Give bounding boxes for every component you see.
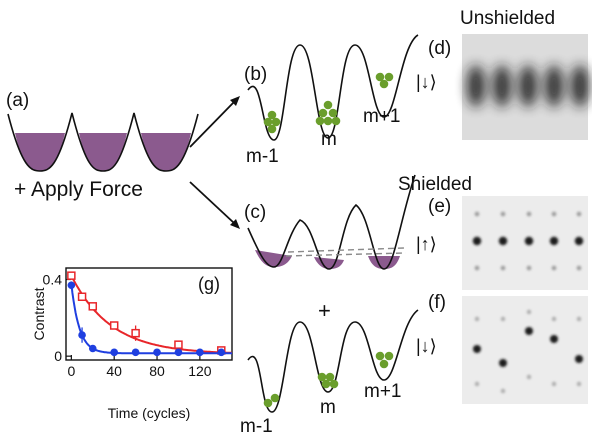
data-point bbox=[174, 348, 183, 357]
panel-f-potential bbox=[247, 309, 419, 413]
label-a: (a) bbox=[6, 90, 29, 111]
data-point bbox=[88, 344, 97, 353]
label-g: (g) bbox=[198, 274, 220, 294]
panel-a-potential bbox=[7, 112, 199, 172]
x-tick-label: 120 bbox=[188, 363, 212, 379]
data-point bbox=[131, 328, 140, 338]
image-panel-f bbox=[462, 296, 588, 404]
label-c: (c) bbox=[244, 202, 266, 223]
panel-a-fill bbox=[15, 133, 191, 171]
site-label-b-m: m bbox=[321, 129, 337, 150]
data-point bbox=[110, 348, 118, 357]
state-up-e: |↑⟩ bbox=[416, 234, 437, 254]
data-point bbox=[174, 340, 183, 349]
x-tick-label: 80 bbox=[149, 363, 165, 379]
label-b: (b) bbox=[244, 64, 267, 85]
data-point bbox=[77, 292, 87, 301]
site-label-b-m+1: m+1 bbox=[363, 106, 401, 127]
panel-c-fill bbox=[255, 250, 400, 269]
image-panel-e bbox=[462, 196, 588, 290]
panel-c-lattice bbox=[247, 174, 416, 270]
contrast-chart: (g) Contrast Time (cycles) 0 40 80 120 0 0.4 bbox=[31, 267, 233, 421]
level-line-upper bbox=[287, 247, 405, 253]
y-tick-label: 0.4 bbox=[43, 272, 63, 288]
data-point bbox=[88, 302, 98, 311]
fit-curve bbox=[70, 284, 232, 355]
data-point bbox=[78, 331, 86, 339]
panel-b-atoms bbox=[263, 72, 394, 134]
data-point bbox=[67, 281, 76, 290]
label-d: (d) bbox=[428, 38, 451, 59]
label-e: (e) bbox=[428, 196, 451, 217]
chart-ticks: 0 40 80 120 0 0.4 bbox=[43, 272, 212, 380]
state-down-f: |↓⟩ bbox=[416, 336, 437, 356]
chart-series bbox=[67, 271, 233, 357]
x-tick-label: 0 bbox=[67, 363, 75, 379]
apply-force-text: + Apply Force bbox=[14, 178, 143, 201]
chart-ylabel: Contrast bbox=[31, 287, 47, 340]
site-label-f-m-1: m-1 bbox=[240, 416, 273, 437]
label-f: (f) bbox=[428, 292, 446, 313]
site-label-b-m-1: m-1 bbox=[246, 146, 279, 167]
arrow-up bbox=[189, 96, 240, 148]
site-label-f-m+1: m+1 bbox=[364, 381, 402, 402]
state-down-d: |↓⟩ bbox=[416, 72, 437, 92]
data-point bbox=[67, 271, 76, 280]
shielded-title: Shielded bbox=[398, 174, 472, 195]
y-tick-label: 0 bbox=[54, 348, 62, 364]
unshielded-title: Unshielded bbox=[460, 8, 555, 29]
site-label-f-m: m bbox=[320, 397, 336, 418]
panel-f-atoms bbox=[263, 351, 394, 408]
data-point bbox=[196, 348, 204, 357]
x-tick-label: 40 bbox=[106, 363, 122, 379]
panel-a-lattice bbox=[7, 112, 199, 172]
chart-frame bbox=[65, 267, 233, 361]
data-point bbox=[153, 348, 161, 357]
data-point bbox=[131, 348, 140, 357]
plus-sign: + bbox=[318, 298, 331, 323]
arrow-down bbox=[189, 181, 240, 229]
image-panel-d bbox=[462, 34, 589, 140]
data-point bbox=[109, 321, 119, 330]
chart-xlabel: Time (cycles) bbox=[108, 405, 191, 421]
series-1 bbox=[67, 281, 232, 357]
fit-curve bbox=[70, 275, 233, 354]
panel-c-potential bbox=[247, 174, 416, 270]
level-line-lower bbox=[285, 252, 407, 257]
panel-b-potential bbox=[247, 34, 419, 141]
data-point bbox=[217, 348, 226, 357]
